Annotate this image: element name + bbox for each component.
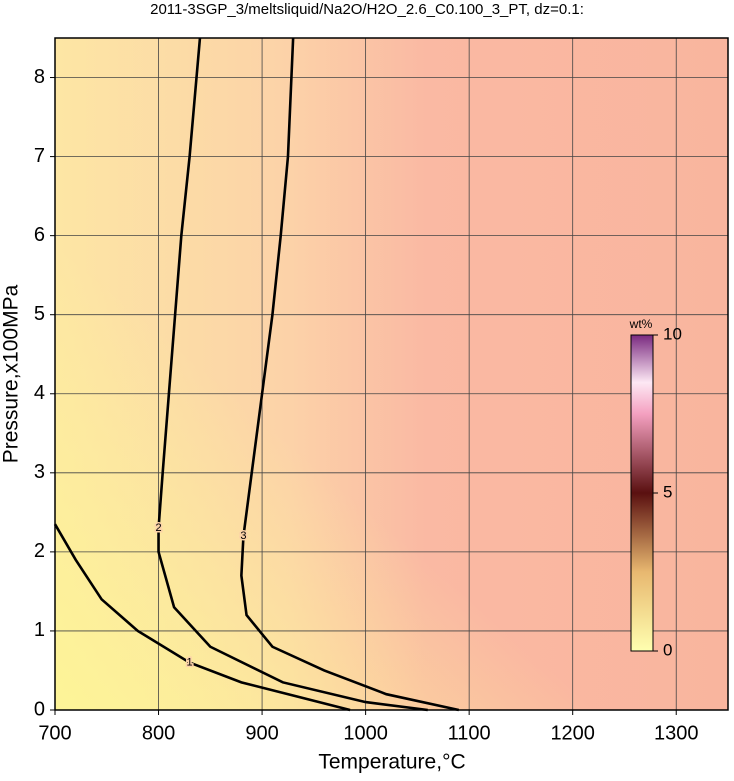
contour-label: 2 — [155, 522, 161, 534]
colorbar-tick-label: 10 — [663, 324, 682, 343]
x-tick-label: 900 — [245, 722, 278, 744]
y-tick-label: 7 — [34, 145, 45, 167]
colorbar-label: wt% — [629, 317, 653, 331]
y-tick-label: 5 — [34, 303, 45, 325]
y-tick-label: 0 — [34, 698, 45, 720]
x-tick-label: 800 — [142, 722, 175, 744]
x-tick-label: 1000 — [343, 722, 388, 744]
y-tick-label: 1 — [34, 619, 45, 641]
y-axis-label: Pressure,x100MPa — [0, 284, 23, 463]
x-tick-label: 1100 — [448, 722, 491, 744]
y-tick-label: 8 — [34, 66, 45, 88]
contour-label: 1 — [187, 656, 193, 668]
x-tick-label: 700 — [38, 722, 71, 744]
plot-frame — [54, 37, 729, 711]
y-tick-label: 4 — [34, 382, 45, 404]
contour-line — [240, 37, 460, 712]
x-axis-label: Temperature,°C — [318, 751, 465, 774]
colorbar-ticks: 0 5 10 — [653, 324, 682, 659]
y-tick-label: 3 — [34, 461, 45, 483]
y-tick-label: 6 — [34, 224, 45, 246]
colorbar-tick-label: 5 — [663, 482, 672, 501]
y-tick-label: 2 — [34, 540, 45, 562]
contour-line — [157, 37, 428, 712]
colorbar — [630, 334, 654, 652]
colorbar-tick-label: 0 — [663, 640, 672, 659]
contours: 1 2 3 — [53, 37, 460, 712]
x-tick-label: 1300 — [654, 722, 699, 744]
chart-title: 2011-3SGP_3/meltsliquid/Na2O/H2O_2.6_C0.… — [150, 1, 584, 18]
contour-label: 3 — [240, 530, 246, 542]
x-tick-label: 1200 — [550, 722, 595, 744]
plot-shade — [55, 38, 728, 710]
contour-line — [53, 523, 351, 712]
